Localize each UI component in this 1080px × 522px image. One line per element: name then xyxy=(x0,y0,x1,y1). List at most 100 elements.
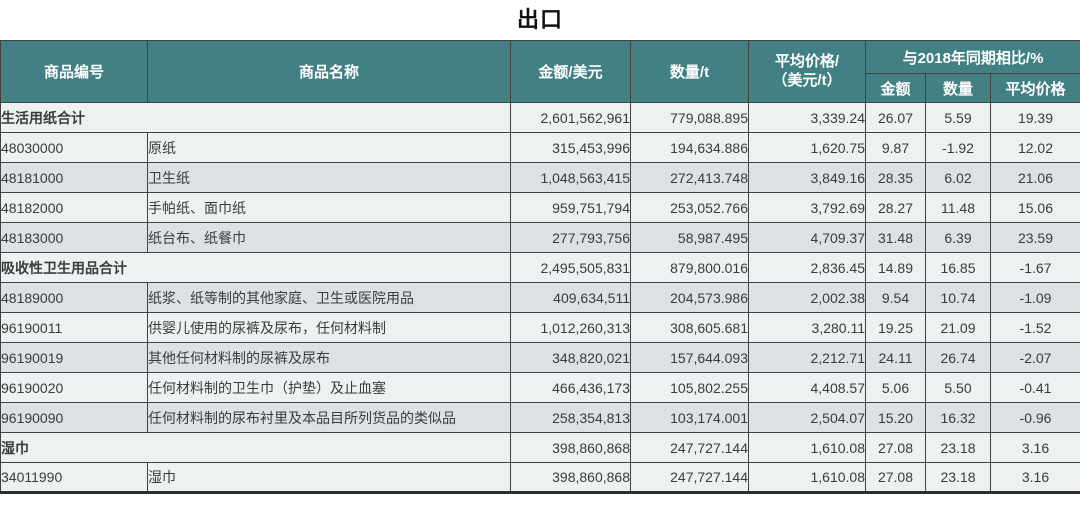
cell-name: 其他任何材料制的尿裤及尿布 xyxy=(147,342,511,373)
table-row: 34011990 湿巾 398,860,868 247,727.144 1,610.08… xyxy=(0,462,1080,493)
table-row: 96190090 任何材料制的尿布衬里及本品目所列货品的类似品 258,354,81… xyxy=(0,402,1080,433)
table-row: 48183000 纸台布、纸餐巾 277,793,756 58,987.495 4,70… xyxy=(0,222,1080,253)
cell-amount: 277,793,756 xyxy=(510,222,631,253)
cell-amount: 315,453,996 xyxy=(510,132,631,163)
cell-cmp-amount: 31.48 xyxy=(865,222,926,253)
cell-qty: 105,802.255 xyxy=(630,372,749,403)
table-header: 商品编号 商品名称 金额/美元 数量/t 平均价格/ （美元/t） 与2018年… xyxy=(0,40,1080,103)
cell-amount: 398,860,868 xyxy=(510,432,631,463)
cell-code: 48182000 xyxy=(0,192,148,223)
cell-price: 1,610.08 xyxy=(748,462,866,493)
cell-price: 4,408.57 xyxy=(748,372,866,403)
cell-cmp-qty: 23.18 xyxy=(925,432,991,463)
cell-qty: 253,052.766 xyxy=(630,192,749,223)
cell-qty: 58,987.495 xyxy=(630,222,749,253)
col-header-compare-avg-price: 平均价格 xyxy=(990,73,1080,103)
cell-cmp-qty: -1.92 xyxy=(925,132,991,163)
cell-cmp-qty: 6.02 xyxy=(925,162,991,193)
cell-cmp-qty: 6.39 xyxy=(925,222,991,253)
cell-qty: 779,088.895 xyxy=(630,102,749,133)
cell-code: 34011990 xyxy=(0,462,148,493)
cell-price: 2,836.45 xyxy=(748,252,866,283)
cell-code: 48183000 xyxy=(0,222,148,253)
cell-amount: 466,436,173 xyxy=(510,372,631,403)
cell-cmp-price: 23.59 xyxy=(990,222,1080,253)
cell-name: 湿巾 xyxy=(0,432,511,463)
table-row: 48189000 纸浆、纸等制的其他家庭、卫生或医院用品 409,634,511 20… xyxy=(0,282,1080,313)
table-row: 48030000 原纸 315,453,996 194,634.886 1,620.75… xyxy=(0,132,1080,163)
cell-cmp-price: -2.07 xyxy=(990,342,1080,373)
cell-name: 吸收性卫生用品合计 xyxy=(0,252,511,283)
cell-qty: 879,800.016 xyxy=(630,252,749,283)
cell-cmp-qty: 5.50 xyxy=(925,372,991,403)
export-statistics-table: 商品编号 商品名称 金额/美元 数量/t 平均价格/ （美元/t） 与2018年… xyxy=(0,40,1080,494)
col-header-avg-price: 平均价格/ （美元/t） xyxy=(748,40,866,103)
cell-cmp-amount: 19.25 xyxy=(865,312,926,343)
cell-cmp-price: -1.09 xyxy=(990,282,1080,313)
col-header-amount-usd: 金额/美元 xyxy=(510,40,631,103)
table-body: 生活用纸合计 2,601,562,961 779,088.895 3,339.24 26… xyxy=(0,102,1080,493)
cell-cmp-qty: 11.48 xyxy=(925,192,991,223)
cell-cmp-amount: 14.89 xyxy=(865,252,926,283)
cell-cmp-amount: 27.08 xyxy=(865,462,926,493)
cell-amount: 409,634,511 xyxy=(510,282,631,313)
cell-name: 纸台布、纸餐巾 xyxy=(147,222,511,253)
cell-price: 3,339.24 xyxy=(748,102,866,133)
cell-qty: 204,573.986 xyxy=(630,282,749,313)
cell-name: 卫生纸 xyxy=(147,162,511,193)
cell-code: 96190090 xyxy=(0,402,148,433)
cell-qty: 194,634.886 xyxy=(630,132,749,163)
cell-qty: 272,413.748 xyxy=(630,162,749,193)
section-total-row: 吸收性卫生用品合计 2,495,505,831 879,800.016 2,836.4… xyxy=(0,252,1080,283)
cell-cmp-qty: 5.59 xyxy=(925,102,991,133)
col-header-product-name: 商品名称 xyxy=(147,40,511,103)
cell-code: 96190020 xyxy=(0,372,148,403)
section-total-row: 生活用纸合计 2,601,562,961 779,088.895 3,339.24 26… xyxy=(0,102,1080,133)
cell-qty: 247,727.144 xyxy=(630,432,749,463)
cell-price: 3,280.11 xyxy=(748,312,866,343)
cell-cmp-amount: 28.27 xyxy=(865,192,926,223)
cell-amount: 2,601,562,961 xyxy=(510,102,631,133)
cell-name: 任何材料制的卫生巾（护垫）及止血塞 xyxy=(147,372,511,403)
table-row: 48181000 卫生纸 1,048,563,415 272,413.748 3,849… xyxy=(0,162,1080,193)
cell-qty: 308,605.681 xyxy=(630,312,749,343)
cell-price: 2,002.38 xyxy=(748,282,866,313)
col-header-compare-amount: 金额 xyxy=(865,73,926,103)
table-row: 96190020 任何材料制的卫生巾（护垫）及止血塞 466,436,173 105,… xyxy=(0,372,1080,403)
cell-cmp-amount: 9.87 xyxy=(865,132,926,163)
cell-cmp-price: 12.02 xyxy=(990,132,1080,163)
cell-code: 48030000 xyxy=(0,132,148,163)
table-row: 96190019 其他任何材料制的尿裤及尿布 348,820,021 157,644.… xyxy=(0,342,1080,373)
col-header-compare-2018-group: 与2018年同期相比/% xyxy=(865,40,1080,74)
cell-price: 4,709.37 xyxy=(748,222,866,253)
cell-name: 手帕纸、面巾纸 xyxy=(147,192,511,223)
cell-cmp-amount: 9.54 xyxy=(865,282,926,313)
cell-code: 48181000 xyxy=(0,162,148,193)
cell-code: 96190019 xyxy=(0,342,148,373)
cell-cmp-price: -0.96 xyxy=(990,402,1080,433)
col-header-product-code: 商品编号 xyxy=(0,40,148,103)
cell-amount: 348,820,021 xyxy=(510,342,631,373)
cell-cmp-qty: 16.85 xyxy=(925,252,991,283)
cell-cmp-qty: 21.09 xyxy=(925,312,991,343)
cell-qty: 247,727.144 xyxy=(630,462,749,493)
cell-cmp-price: -1.52 xyxy=(990,312,1080,343)
cell-cmp-qty: 26.74 xyxy=(925,342,991,373)
cell-cmp-amount: 5.06 xyxy=(865,372,926,403)
cell-price: 2,504.07 xyxy=(748,402,866,433)
cell-name: 任何材料制的尿布衬里及本品目所列货品的类似品 xyxy=(147,402,511,433)
cell-cmp-price: 3.16 xyxy=(990,462,1080,493)
cell-code: 48189000 xyxy=(0,282,148,313)
cell-amount: 398,860,868 xyxy=(510,462,631,493)
cell-amount: 2,495,505,831 xyxy=(510,252,631,283)
cell-cmp-price: -0.41 xyxy=(990,372,1080,403)
cell-name: 原纸 xyxy=(147,132,511,163)
cell-cmp-amount: 28.35 xyxy=(865,162,926,193)
table-row: 48182000 手帕纸、面巾纸 959,751,794 253,052.766 3,7… xyxy=(0,192,1080,223)
cell-code: 96190011 xyxy=(0,312,148,343)
section-total-row: 湿巾 398,860,868 247,727.144 1,610.08 27.08 23.… xyxy=(0,432,1080,463)
cell-amount: 1,012,260,313 xyxy=(510,312,631,343)
cell-name: 湿巾 xyxy=(147,462,511,493)
cell-cmp-qty: 16.32 xyxy=(925,402,991,433)
cell-price: 3,792.69 xyxy=(748,192,866,223)
